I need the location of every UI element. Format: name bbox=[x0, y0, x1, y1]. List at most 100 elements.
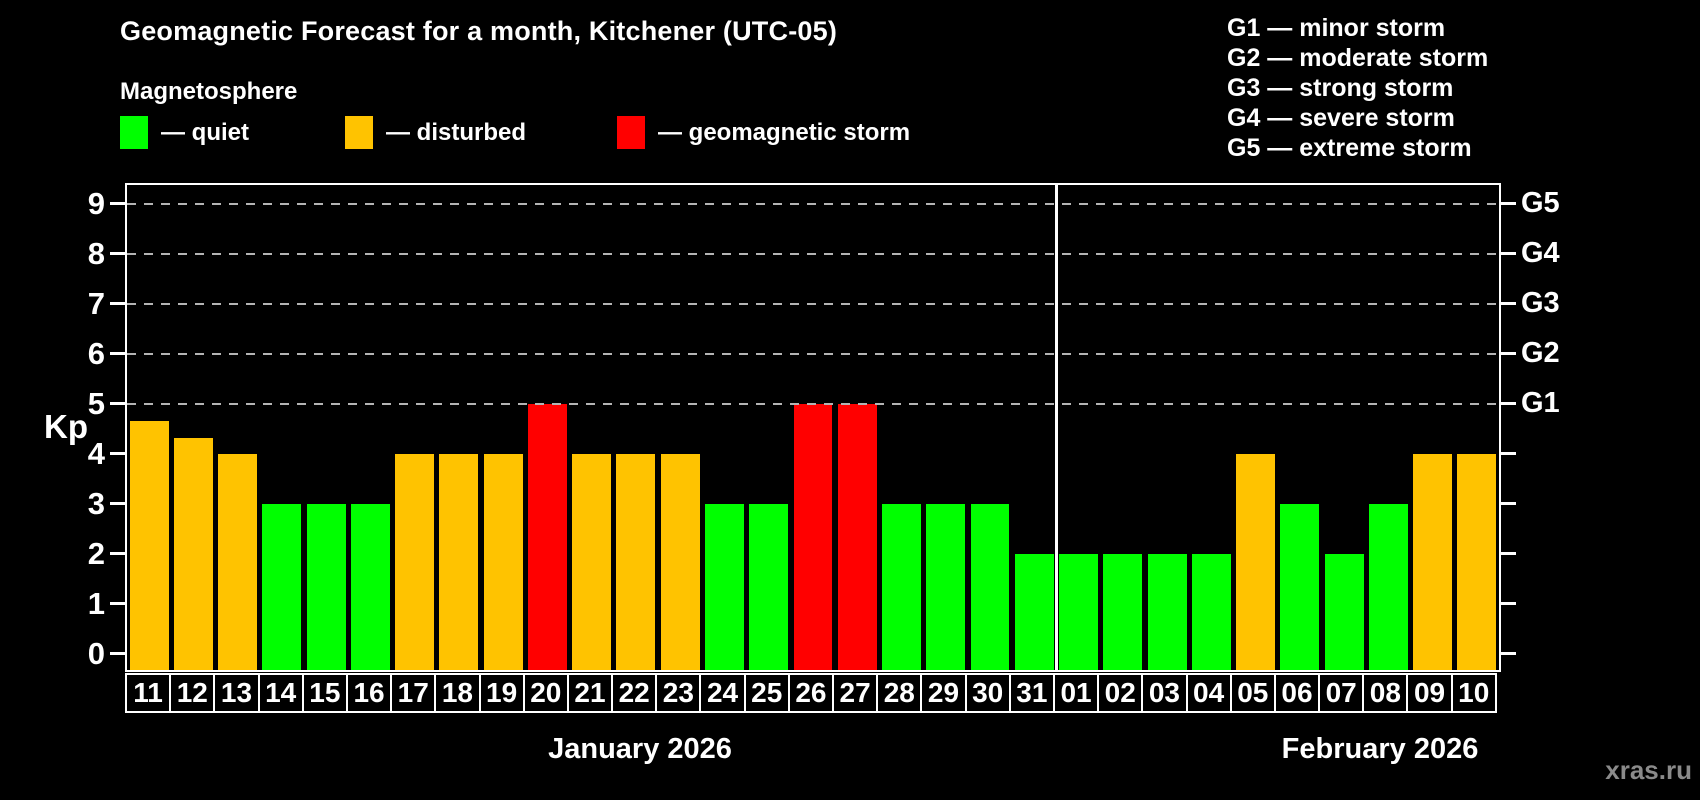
bar-day-27 bbox=[837, 404, 877, 670]
bar-day-24 bbox=[705, 504, 744, 670]
y-tick bbox=[110, 552, 125, 555]
right-tick bbox=[1501, 552, 1516, 555]
legend-item-quiet: — quiet bbox=[120, 116, 249, 149]
bar-day-29 bbox=[926, 504, 966, 670]
day-label-box: 23 bbox=[655, 673, 702, 713]
bar-day-04 bbox=[1191, 554, 1231, 670]
day-label-box: 01 bbox=[1052, 673, 1100, 713]
right-tick bbox=[1501, 452, 1516, 455]
g-legend-line: G4 — severe storm bbox=[1227, 104, 1455, 132]
g-legend-line: G5 — extreme storm bbox=[1227, 134, 1472, 162]
bar-day-06 bbox=[1280, 504, 1320, 670]
g-legend-line: G2 — moderate storm bbox=[1227, 44, 1489, 72]
y-tick-label: 8 bbox=[87, 236, 105, 271]
y-tick-label: 4 bbox=[87, 436, 105, 471]
y-tick-label: 2 bbox=[87, 536, 105, 571]
gridline-kp6 bbox=[127, 353, 1499, 355]
g-axis-label-g4: G4 bbox=[1521, 237, 1560, 269]
month-label-january: January 2026 bbox=[548, 733, 732, 765]
status-legend: — quiet — disturbed — geomagnetic storm bbox=[0, 116, 1100, 156]
g-axis-label-g2: G2 bbox=[1521, 337, 1560, 369]
bar-day-18 bbox=[439, 454, 479, 670]
bar-day-15 bbox=[306, 504, 346, 670]
bar-day-01 bbox=[1059, 554, 1098, 670]
day-label-box: 05 bbox=[1229, 673, 1276, 713]
legend-item-disturbed: — disturbed bbox=[345, 116, 526, 149]
legend-swatch-storm bbox=[617, 116, 645, 149]
right-tick bbox=[1501, 352, 1516, 355]
day-label-box: 20 bbox=[522, 673, 569, 713]
legend-label-storm: — geomagnetic storm bbox=[658, 118, 911, 146]
chart-title: Geomagnetic Forecast for a month, Kitche… bbox=[120, 16, 838, 46]
bar-day-02 bbox=[1103, 554, 1143, 670]
legend-item-storm: — geomagnetic storm bbox=[617, 116, 910, 149]
y-tick bbox=[110, 402, 125, 405]
g-scale-legend: G1 — minor storm G2 — moderate storm G3 — … bbox=[1227, 13, 1488, 163]
bars-layer bbox=[127, 185, 1499, 670]
bar-day-11 bbox=[129, 420, 169, 670]
bar-day-09 bbox=[1413, 454, 1453, 670]
day-label-box: 27 bbox=[832, 673, 879, 713]
day-label-box: 21 bbox=[566, 673, 614, 713]
y-tick-label: 9 bbox=[87, 186, 105, 221]
day-label-box: 12 bbox=[169, 673, 216, 713]
day-label-box: 25 bbox=[743, 673, 790, 713]
gridline-kp5 bbox=[127, 403, 1499, 405]
day-label-box: 26 bbox=[787, 673, 834, 713]
y-tick-label: 1 bbox=[87, 586, 105, 621]
day-label-box: 15 bbox=[301, 673, 348, 713]
g-axis-label-g5: G5 bbox=[1521, 187, 1560, 219]
day-label-box: 19 bbox=[478, 673, 525, 713]
y-tick bbox=[110, 202, 125, 205]
y-tick bbox=[110, 302, 125, 305]
g-axis-label-g1: G1 bbox=[1521, 387, 1560, 419]
right-tick bbox=[1501, 652, 1516, 655]
y-tick-label: 7 bbox=[87, 286, 105, 321]
day-label-box: 14 bbox=[257, 673, 304, 713]
right-tick bbox=[1501, 502, 1516, 505]
day-label-box: 11 bbox=[125, 673, 172, 713]
day-label-box: 30 bbox=[964, 673, 1011, 713]
bar-day-31 bbox=[1014, 554, 1054, 670]
g-legend-line: G1 — minor storm bbox=[1227, 14, 1446, 42]
g-axis-label-g3: G3 bbox=[1521, 287, 1560, 319]
day-label-box: 06 bbox=[1273, 673, 1321, 713]
day-label-box: 22 bbox=[611, 673, 658, 713]
day-label-box: 02 bbox=[1097, 673, 1144, 713]
watermark: xras.ru bbox=[1605, 755, 1692, 785]
bar-day-03 bbox=[1147, 554, 1187, 670]
day-label-box: 10 bbox=[1450, 673, 1497, 713]
bar-day-21 bbox=[572, 454, 612, 670]
day-label-box: 08 bbox=[1362, 673, 1409, 713]
right-tick bbox=[1501, 602, 1516, 605]
bar-day-26 bbox=[793, 404, 833, 670]
y-tick bbox=[110, 652, 125, 655]
right-tick bbox=[1501, 252, 1516, 255]
y-tick bbox=[110, 252, 125, 255]
y-tick-label: 6 bbox=[87, 336, 105, 371]
day-axis-row: 11 12 13 14 15 16 17 18 19 20 21 22 23 24 25 26 27 28 29 30… bbox=[125, 673, 1497, 713]
day-label-box: 17 bbox=[390, 673, 437, 713]
y-tick-label: 0 bbox=[87, 636, 105, 671]
day-label-box: 03 bbox=[1141, 673, 1188, 713]
day-label-box: 07 bbox=[1318, 673, 1365, 713]
bar-day-05 bbox=[1236, 454, 1276, 670]
y-axis-label: Kp bbox=[44, 408, 88, 445]
bar-day-28 bbox=[882, 504, 921, 670]
y-tick-label: 5 bbox=[87, 386, 105, 421]
day-label-box: 24 bbox=[699, 673, 746, 713]
day-label-box: 28 bbox=[876, 673, 923, 713]
bar-day-13 bbox=[218, 454, 258, 670]
gridline-kp8 bbox=[127, 253, 1499, 255]
bar-day-12 bbox=[173, 437, 213, 670]
y-tick bbox=[110, 452, 125, 455]
y-tick bbox=[110, 602, 125, 605]
day-label-box: 04 bbox=[1185, 673, 1232, 713]
right-tick bbox=[1501, 402, 1516, 405]
bar-day-30 bbox=[970, 504, 1010, 670]
gridline-kp7 bbox=[127, 303, 1499, 305]
right-tick bbox=[1501, 302, 1516, 305]
plot-area: 0 1 2 3 4 5 6 7 8 9 G1 G2 G3 G4 G5 bbox=[88, 183, 1560, 672]
y-tick-label: 3 bbox=[87, 486, 105, 521]
bar-day-22 bbox=[616, 454, 656, 670]
